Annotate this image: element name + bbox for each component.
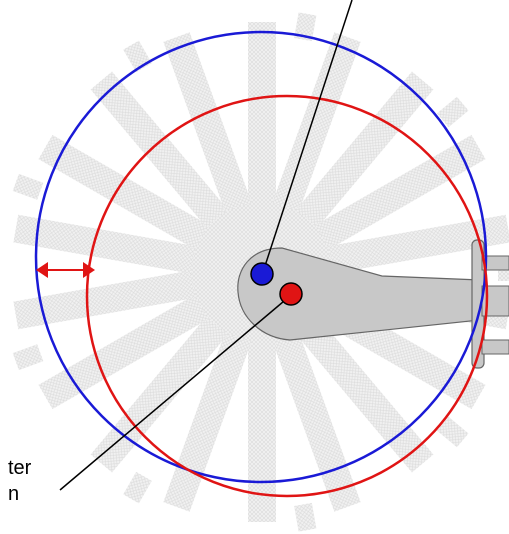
offset-arrow (36, 262, 95, 278)
blue-center-dot (250, 262, 274, 286)
blue-pointer-line (262, 0, 353, 273)
outer-circle (34, 30, 488, 484)
arm-tab-bottom (481, 339, 509, 355)
arm-body (237, 247, 481, 341)
red-center-dot (279, 282, 303, 306)
lower-label-line-2: n (8, 483, 19, 505)
red-pointer-line (59, 295, 291, 491)
crank-arm (237, 239, 509, 369)
arm-tab-top (481, 255, 509, 271)
inner-circle (85, 94, 489, 498)
lower-label-line-1: ter (8, 457, 32, 479)
